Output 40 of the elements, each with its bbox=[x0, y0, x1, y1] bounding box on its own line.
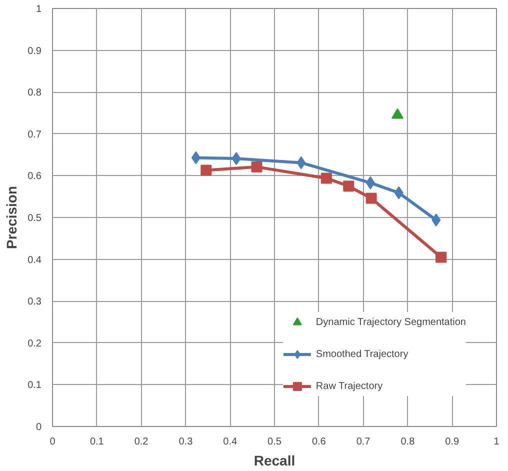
point bbox=[296, 156, 306, 170]
y-tick-label: 0.7 bbox=[28, 129, 42, 140]
y-tick-label: 0.8 bbox=[28, 88, 42, 99]
y-tick-label: 0.3 bbox=[28, 296, 42, 308]
y-tick-label: 0.9 bbox=[28, 46, 42, 57]
y-tick-label: 0 bbox=[36, 422, 42, 433]
y-axis-title: Precision bbox=[4, 186, 20, 250]
x-tick-label: 0 bbox=[50, 436, 56, 448]
x-tick-label: 0.2 bbox=[134, 436, 149, 448]
x-tick-label: 0.3 bbox=[178, 436, 194, 448]
point bbox=[232, 152, 241, 166]
x-tick-label: 1 bbox=[494, 436, 500, 448]
y-tick-label: 0.4 bbox=[28, 254, 42, 266]
y-tick-label: 0.1 bbox=[28, 380, 42, 392]
x-tick-label: 0.1 bbox=[90, 436, 104, 448]
point bbox=[200, 164, 212, 176]
y-tick-label: 0.6 bbox=[28, 171, 42, 182]
point bbox=[251, 161, 262, 172]
point bbox=[366, 176, 375, 190]
point bbox=[391, 108, 404, 119]
x-tick-label: 0.6 bbox=[312, 436, 326, 448]
y-tick-label: 0.2 bbox=[28, 338, 42, 350]
y-tick-label: 1 bbox=[36, 4, 42, 15]
x-tick-label: 0.8 bbox=[400, 436, 416, 448]
point bbox=[436, 252, 446, 263]
point bbox=[343, 180, 354, 192]
y-tick-label: 0.5 bbox=[28, 213, 42, 224]
x-tick-label: 0.5 bbox=[268, 436, 282, 448]
point bbox=[394, 186, 404, 200]
point bbox=[320, 172, 332, 184]
x-axis-title: Recall bbox=[254, 452, 296, 468]
x-tick-label: 0.7 bbox=[356, 436, 371, 448]
point bbox=[432, 214, 441, 227]
x-tick-label: 0.4 bbox=[223, 436, 238, 448]
legend-label: Raw Trajectory bbox=[316, 380, 383, 392]
point bbox=[191, 151, 200, 164]
legend-label: Smoothed Trajectory bbox=[316, 348, 408, 360]
point bbox=[366, 192, 377, 204]
x-tick-label: 0.9 bbox=[445, 436, 460, 448]
legend-label: Dynamic Trajectory Segmentation bbox=[316, 316, 466, 328]
